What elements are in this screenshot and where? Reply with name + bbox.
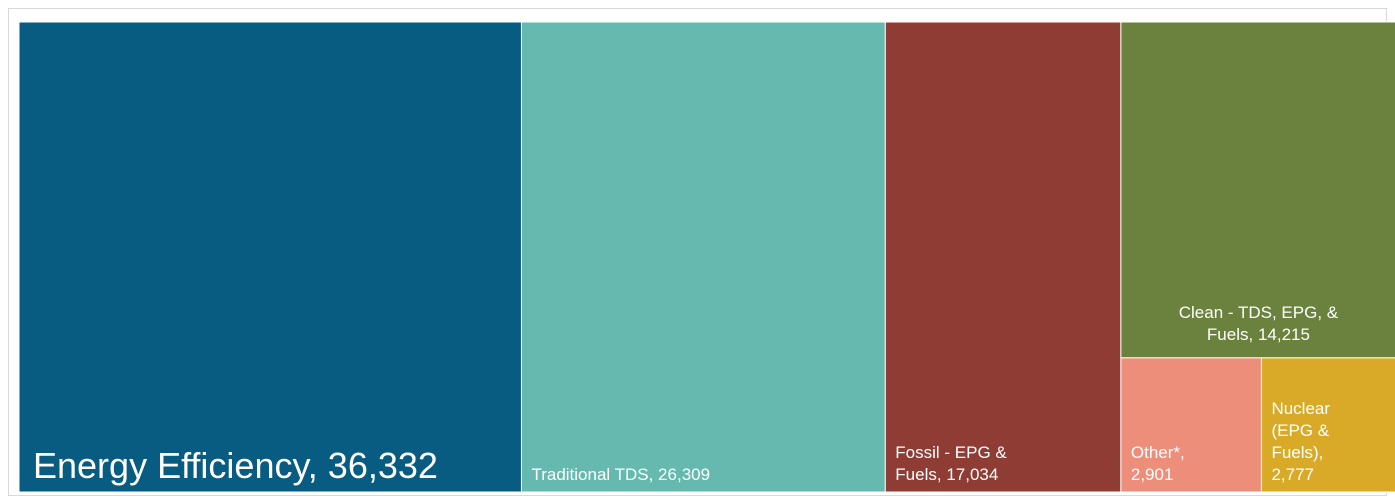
tile-4 [1120,21,1395,359]
tile-label-2: Traditional TDS, 26,309 [531,465,710,484]
tile-label-6: Nuclear (EPG & Fuels), 2,777 [1271,399,1330,484]
tile-label-5: Other*, 2,901 [1131,443,1185,484]
tile-2 [520,21,886,493]
tile-label-1: Energy Efficiency, 36,332 [33,445,438,486]
tile-1 [18,21,522,493]
tile-label-3: Fossil - EPG & Fuels, 17,034 [895,443,1007,484]
tile-label-4: Clean - TDS, EPG, & Fuels, 14,215 [1179,303,1339,344]
tile-3 [884,21,1122,493]
tile-6 [1260,357,1395,493]
tile-5 [1120,357,1262,493]
